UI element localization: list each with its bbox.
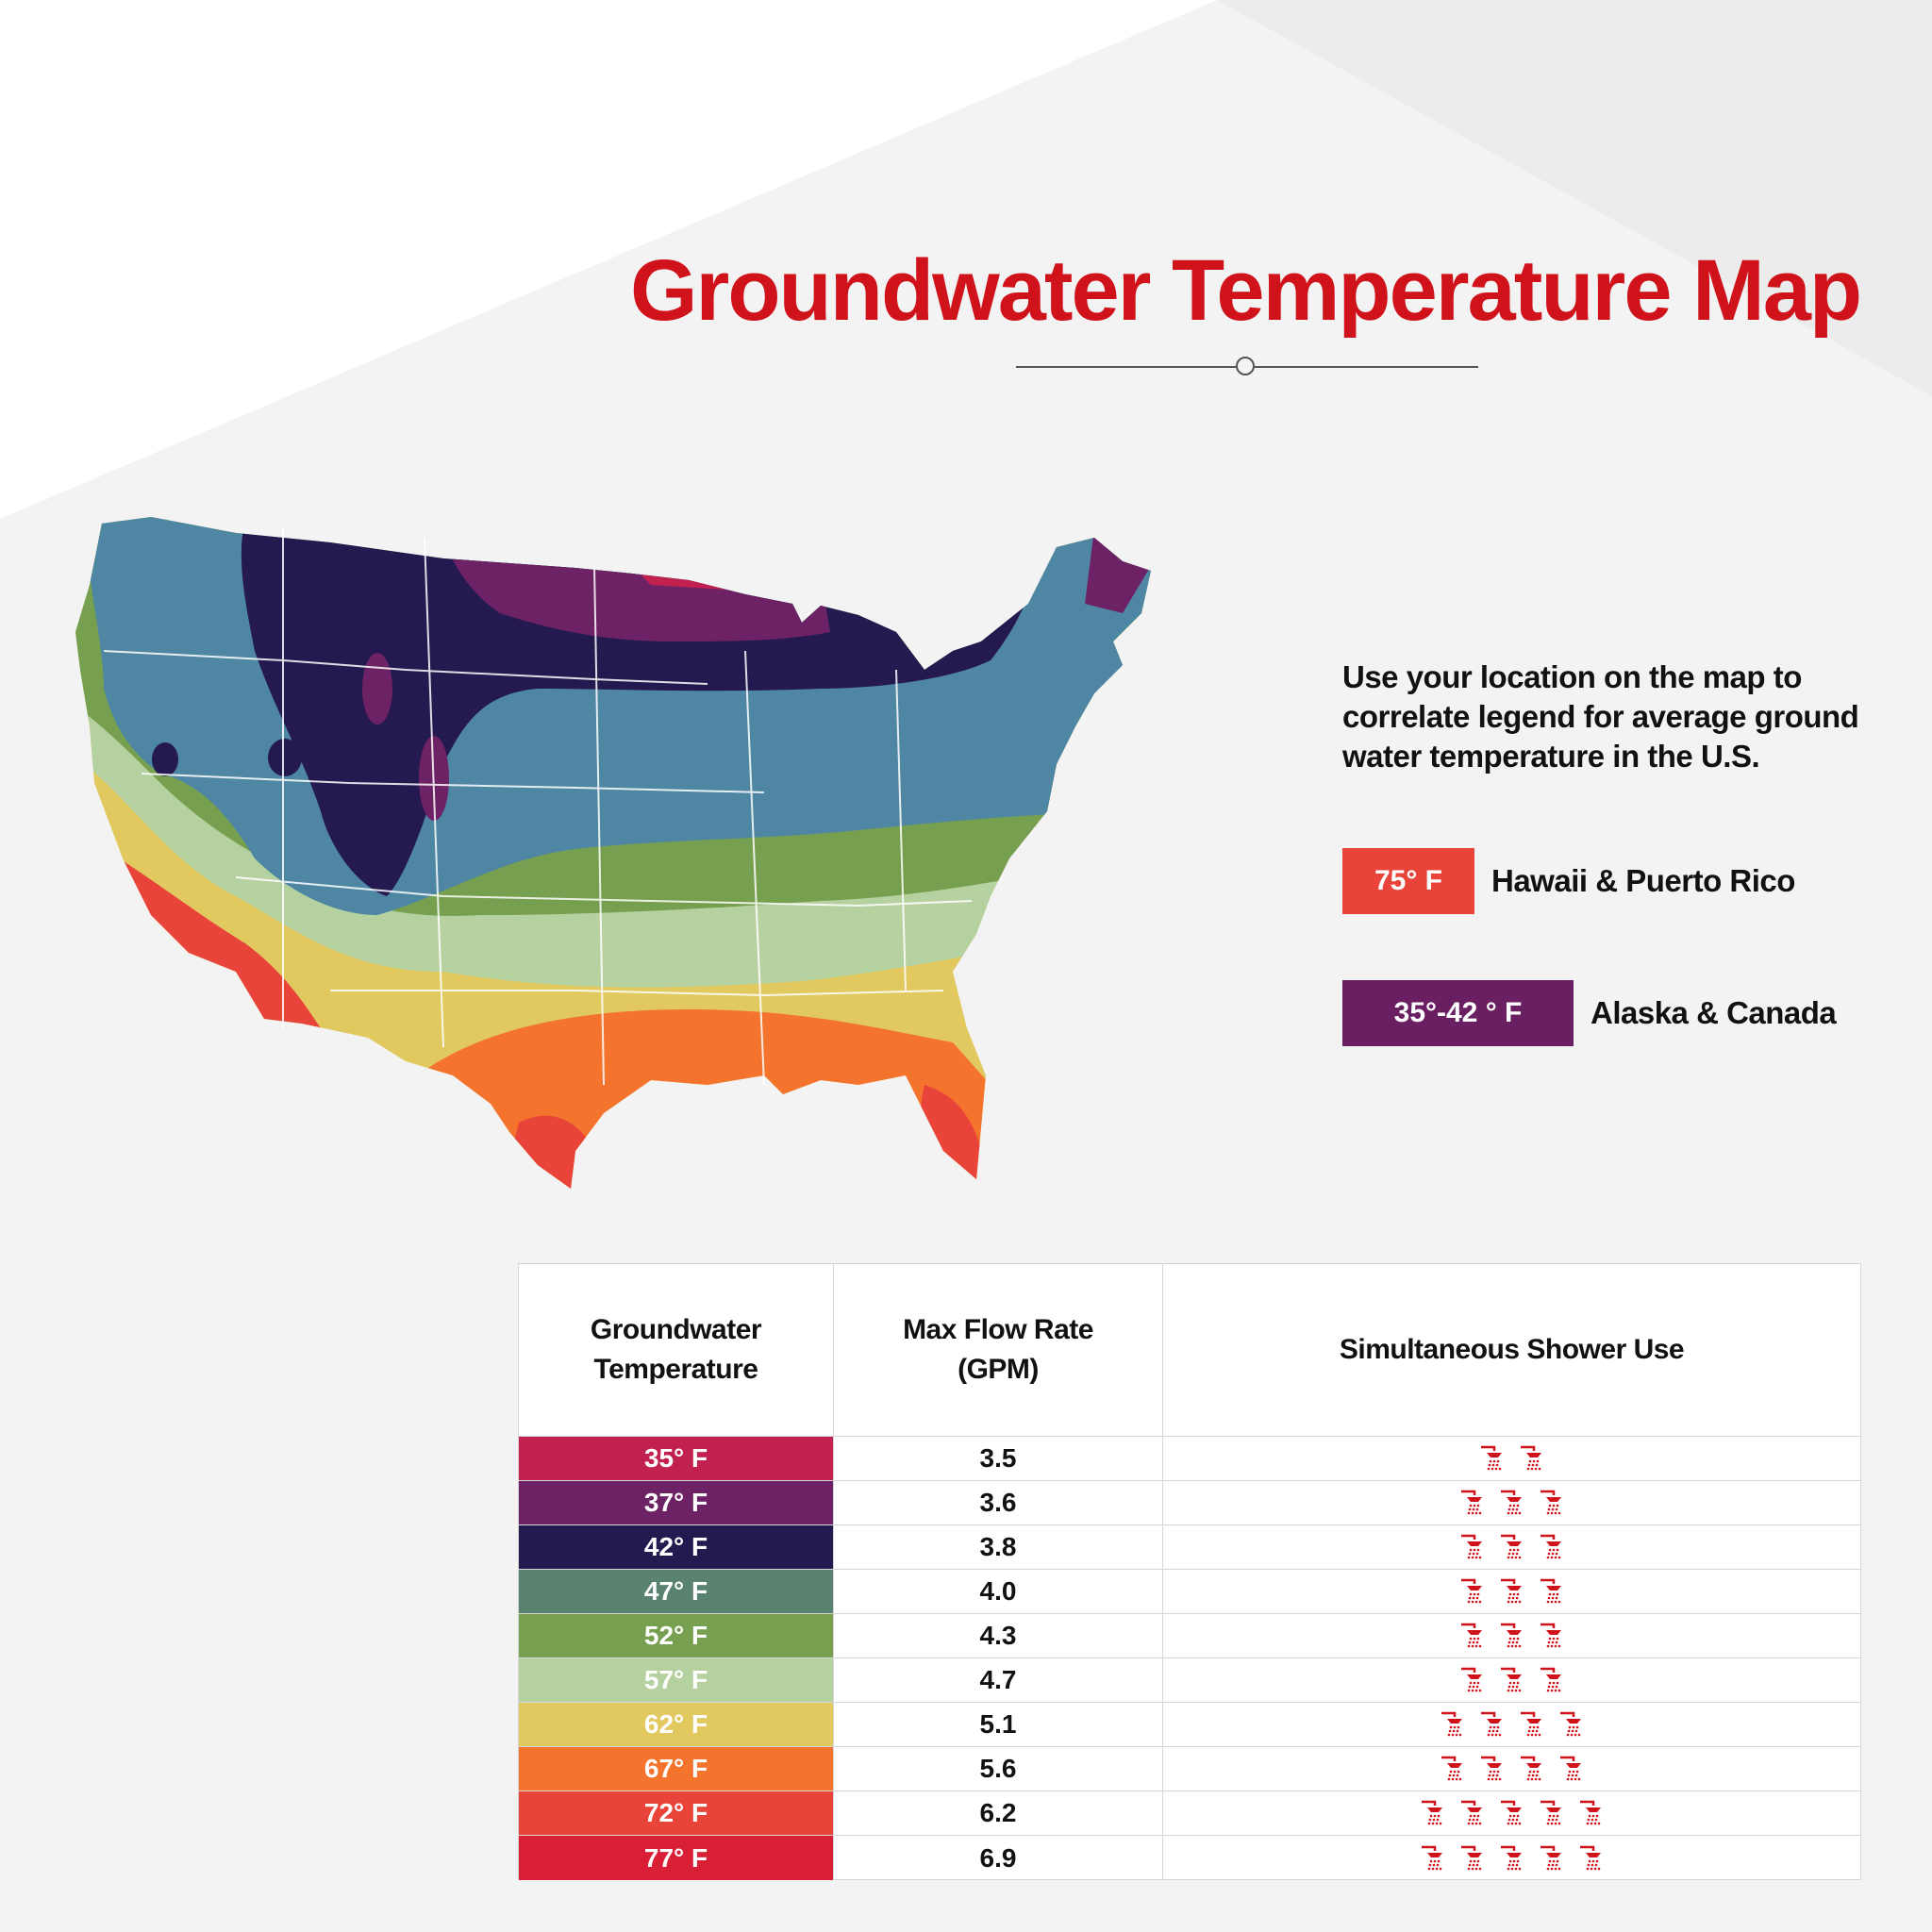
legend-swatch-hawaii: 75° F (1342, 848, 1474, 914)
shower-head-icon (1438, 1709, 1468, 1740)
shower-head-icon (1537, 1843, 1567, 1874)
flow-rate-cell: 4.7 (833, 1658, 1162, 1702)
shower-head-icon (1477, 1709, 1507, 1740)
table-header: Groundwater Temperature Max Flow Rate (G… (519, 1264, 1860, 1437)
table-row: 47° F 4.0 (519, 1570, 1860, 1614)
table-row: 62° F 5.1 (519, 1703, 1860, 1747)
shower-head-icon (1497, 1798, 1527, 1828)
header-groundwater-temperature: Groundwater Temperature (590, 1314, 762, 1385)
table-row: 57° F 4.7 (519, 1658, 1860, 1703)
table-row: 37° F 3.6 (519, 1481, 1860, 1525)
table-row: 42° F 3.8 (519, 1525, 1860, 1570)
shower-head-icon (1517, 1754, 1547, 1784)
temperature-cell: 72° F (519, 1791, 833, 1835)
temperature-cell: 77° F (519, 1836, 833, 1880)
zone-42 (241, 519, 1041, 896)
circle-divider-icon (1236, 357, 1255, 375)
temperature-cell: 47° F (519, 1570, 833, 1613)
shower-head-icon (1457, 1532, 1488, 1562)
legend-swatch-alaska: 35°-42 ° F (1342, 980, 1574, 1046)
shower-use-cell (1162, 1791, 1860, 1835)
temperature-cell: 57° F (519, 1658, 833, 1702)
table-row: 72° F 6.2 (519, 1791, 1860, 1836)
shower-use-cell (1162, 1658, 1860, 1702)
us-map (47, 500, 1170, 1198)
flow-rate-cell: 6.2 (833, 1791, 1162, 1835)
shower-head-icon (1497, 1532, 1527, 1562)
flow-rate-cell: 4.0 (833, 1570, 1162, 1613)
flow-rate-cell: 5.6 (833, 1747, 1162, 1790)
page-title: Groundwater Temperature Map (630, 242, 1862, 339)
legend-label-hawaii: Hawaii & Puerto Rico (1491, 863, 1795, 898)
table-row: 52° F 4.3 (519, 1614, 1860, 1658)
shower-head-icon (1517, 1443, 1547, 1474)
flow-rate-cell: 3.5 (833, 1437, 1162, 1480)
zone-37d (362, 653, 392, 724)
legend-item-alaska: 35°-42 ° F Alaska & Canada (1342, 980, 1837, 1046)
shower-head-icon (1576, 1843, 1607, 1874)
flow-rate-table: Groundwater Temperature Max Flow Rate (G… (518, 1263, 1861, 1880)
shower-head-icon (1457, 1843, 1488, 1874)
table-row: 67° F 5.6 (519, 1747, 1860, 1791)
temperature-cell: 62° F (519, 1703, 833, 1746)
header-simultaneous-shower-use: Simultaneous Shower Use (1162, 1264, 1860, 1436)
table-row: 77° F 6.9 (519, 1836, 1860, 1880)
shower-head-icon (1497, 1488, 1527, 1518)
shower-use-cell (1162, 1570, 1860, 1613)
shower-use-cell (1162, 1703, 1860, 1746)
shower-use-cell (1162, 1836, 1860, 1880)
shower-head-icon (1457, 1488, 1488, 1518)
shower-head-icon (1457, 1798, 1488, 1828)
temperature-cell: 42° F (519, 1525, 833, 1569)
shower-use-cell (1162, 1481, 1860, 1524)
shower-use-cell (1162, 1747, 1860, 1790)
zone-72c (104, 849, 321, 1028)
temperature-cell: 37° F (519, 1481, 833, 1524)
shower-head-icon (1517, 1709, 1547, 1740)
intro-text: Use your location on the map to correlat… (1342, 659, 1859, 774)
shower-head-icon (1438, 1754, 1468, 1784)
shower-use-cell (1162, 1437, 1860, 1480)
us-map-svg (75, 517, 1151, 1189)
legend-item-hawaii: 75° F Hawaii & Puerto Rico (1342, 848, 1795, 914)
flow-rate-cell: 3.6 (833, 1481, 1162, 1524)
shower-head-icon (1537, 1488, 1567, 1518)
shower-head-icon (1497, 1621, 1527, 1651)
zone-67 (406, 1009, 991, 1189)
flow-rate-cell: 4.3 (833, 1614, 1162, 1657)
shower-head-icon (1457, 1621, 1488, 1651)
flow-rate-cell: 6.9 (833, 1836, 1162, 1880)
shower-head-icon (1497, 1576, 1527, 1607)
temperature-cell: 52° F (519, 1614, 833, 1657)
shower-head-icon (1418, 1843, 1448, 1874)
shower-head-icon (1457, 1576, 1488, 1607)
shower-head-icon (1537, 1665, 1567, 1695)
shower-head-icon (1477, 1443, 1507, 1474)
table-body: 35° F 3.5 37° F 3.6 42° F 3.8 47° F 4.0 52° F 4.3… (519, 1437, 1860, 1880)
shower-head-icon (1497, 1843, 1527, 1874)
zone-37b (1085, 528, 1151, 613)
shower-use-cell (1162, 1525, 1860, 1569)
shower-head-icon (1576, 1798, 1607, 1828)
shower-head-icon (1537, 1532, 1567, 1562)
shower-head-icon (1537, 1621, 1567, 1651)
header-max-flow-rate: Max Flow Rate (GPM) (833, 1264, 1162, 1436)
temperature-cell: 35° F (519, 1437, 833, 1480)
shower-head-icon (1477, 1754, 1507, 1784)
shower-head-icon (1537, 1576, 1567, 1607)
flow-rate-cell: 5.1 (833, 1703, 1162, 1746)
shower-head-icon (1557, 1709, 1587, 1740)
shower-head-icon (1537, 1798, 1567, 1828)
shower-use-cell (1162, 1614, 1860, 1657)
table-row: 35° F 3.5 (519, 1437, 1860, 1481)
legend-label-alaska: Alaska & Canada (1591, 995, 1837, 1030)
shower-head-icon (1418, 1798, 1448, 1828)
temperature-cell: 67° F (519, 1747, 833, 1790)
shower-head-icon (1557, 1754, 1587, 1784)
shower-head-icon (1457, 1665, 1488, 1695)
flow-rate-cell: 3.8 (833, 1525, 1162, 1569)
shower-head-icon (1497, 1665, 1527, 1695)
